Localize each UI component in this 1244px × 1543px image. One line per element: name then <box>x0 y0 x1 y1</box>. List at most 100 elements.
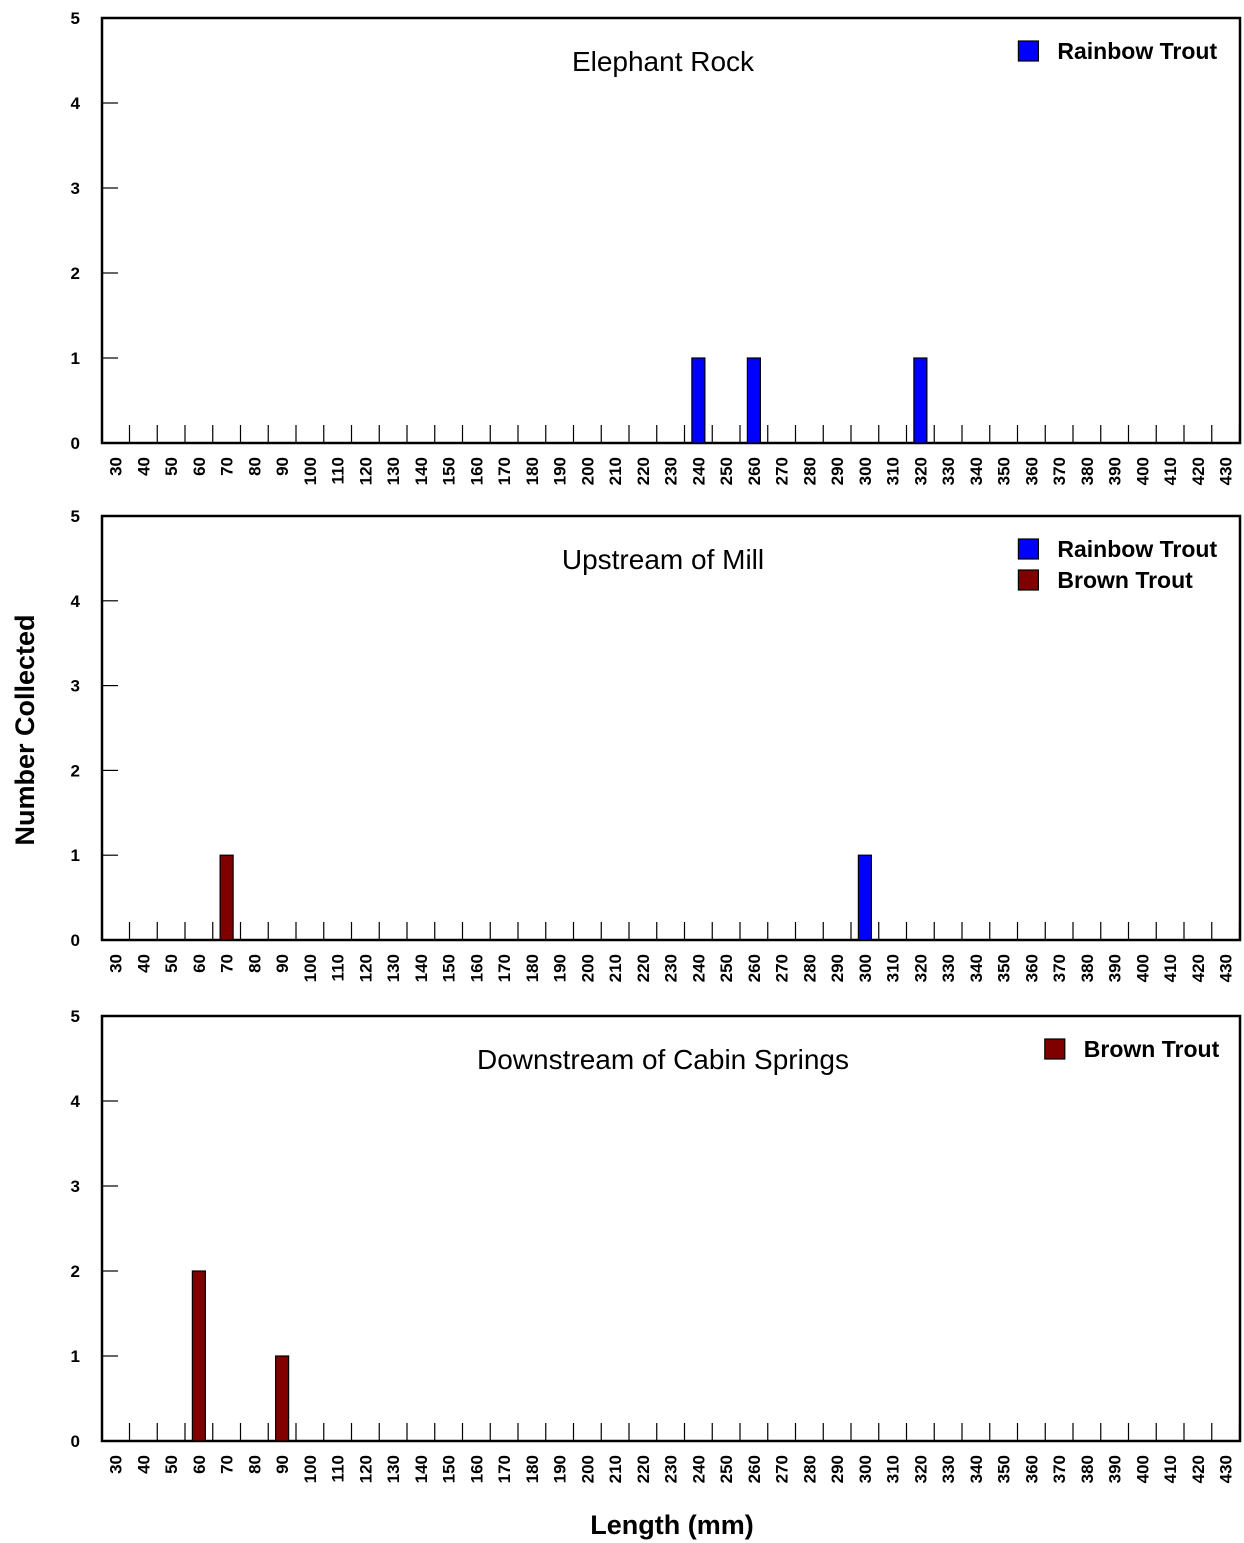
x-tick-label: 110 <box>329 1455 348 1482</box>
x-tick-label: 250 <box>717 954 736 982</box>
x-tick-label: 400 <box>1133 1455 1152 1483</box>
x-tick-label: 410 <box>1161 954 1180 982</box>
x-tick-label: 380 <box>1078 954 1097 982</box>
x-tick-label: 390 <box>1106 954 1125 982</box>
x-tick-label: 320 <box>911 457 930 485</box>
x-tick-label: 400 <box>1133 457 1152 485</box>
x-tick-label: 210 <box>606 457 625 485</box>
x-tick-label: 360 <box>1022 954 1041 982</box>
x-tick-label: 190 <box>551 1455 570 1483</box>
x-tick-label: 110 <box>329 954 348 981</box>
chart-panel: 0 1 2 3 4 5 30 40 50 60 70 80 90 100 110 120 130 140 150 16… <box>71 1007 1242 1483</box>
x-tick-label: 190 <box>551 954 570 982</box>
x-tick-label: 70 <box>218 1455 237 1474</box>
x-tick-label: 180 <box>523 1455 542 1483</box>
x-tick-label: 200 <box>578 1455 597 1483</box>
bar <box>857 854 872 941</box>
y-tick-label: 5 <box>71 1007 80 1026</box>
x-tick-label: 90 <box>273 457 292 476</box>
x-tick-label: 200 <box>578 457 597 485</box>
x-tick-label: 270 <box>773 1455 792 1483</box>
x-tick-label: 290 <box>828 457 847 485</box>
y-tick-label: 1 <box>71 846 80 865</box>
x-tick-label: 420 <box>1189 457 1208 485</box>
bar <box>746 357 761 444</box>
x-tick-label: 160 <box>467 1455 486 1483</box>
panel-title: Elephant Rock <box>572 46 755 77</box>
x-tick-label: 90 <box>273 1455 292 1474</box>
x-tick-label: 30 <box>107 1455 126 1474</box>
x-tick-label: 330 <box>939 457 958 485</box>
y-axis-title: Number Collected <box>10 614 40 845</box>
x-tick-label: 120 <box>356 1455 375 1483</box>
x-tick-label: 310 <box>884 457 903 485</box>
x-tick-label: 310 <box>884 1455 903 1483</box>
x-tick-label: 160 <box>467 457 486 485</box>
x-tick-label: 120 <box>356 954 375 982</box>
x-tick-label: 40 <box>134 954 153 973</box>
x-tick-label: 170 <box>495 954 514 982</box>
x-tick-label: 140 <box>412 1455 431 1483</box>
x-tick-label: 320 <box>911 954 930 982</box>
x-tick-label: 360 <box>1022 1455 1041 1483</box>
x-tick-label: 220 <box>634 1455 653 1483</box>
x-tick-label: 430 <box>1217 1455 1236 1483</box>
x-tick-label: 400 <box>1133 954 1152 982</box>
x-tick-label: 200 <box>578 954 597 982</box>
x-tick-label: 220 <box>634 457 653 485</box>
x-tick-label: 60 <box>190 457 209 476</box>
y-tick-label: 2 <box>71 264 80 283</box>
x-tick-label: 280 <box>800 1455 819 1483</box>
y-tick-label: 2 <box>71 1262 80 1281</box>
bar <box>219 854 234 941</box>
x-tick-label: 220 <box>634 954 653 982</box>
x-tick-label: 260 <box>745 954 764 982</box>
x-tick-label: 430 <box>1217 954 1236 982</box>
x-tick-label: 370 <box>1050 457 1069 485</box>
x-tick-label: 410 <box>1161 1455 1180 1483</box>
x-tick-label: 340 <box>967 954 986 982</box>
x-tick-label: 300 <box>856 954 875 982</box>
x-axis-title: Length (mm) <box>590 1510 753 1540</box>
x-tick-label: 50 <box>162 1455 181 1474</box>
y-tick-label: 0 <box>71 434 80 453</box>
bar <box>191 1270 206 1442</box>
x-tick-label: 380 <box>1078 1455 1097 1483</box>
chart-panel: 0 1 2 3 4 5 30 40 50 60 70 80 90 100 110 120 130 140 150 16… <box>71 507 1242 982</box>
x-tick-label: 230 <box>662 1455 681 1483</box>
x-tick-label: 60 <box>190 1455 209 1474</box>
chart-panel: 0 1 2 3 4 5 30 40 50 60 70 80 90 100 110 120 130 140 150 16… <box>71 9 1242 485</box>
x-tick-label: 40 <box>134 457 153 476</box>
x-tick-label: 240 <box>689 457 708 485</box>
x-tick-label: 140 <box>412 954 431 982</box>
bar <box>691 357 706 444</box>
x-tick-label: 430 <box>1217 457 1236 485</box>
x-tick-label: 50 <box>162 457 181 476</box>
bar <box>913 357 928 444</box>
x-tick-label: 330 <box>939 1455 958 1483</box>
x-tick-label: 270 <box>773 954 792 982</box>
x-tick-label: 390 <box>1106 1455 1125 1483</box>
y-tick-label: 3 <box>71 179 80 198</box>
x-tick-label: 350 <box>995 954 1014 982</box>
x-tick-label: 40 <box>134 1455 153 1474</box>
x-tick-label: 210 <box>606 1455 625 1483</box>
x-tick-label: 340 <box>967 1455 986 1483</box>
x-tick-label: 210 <box>606 954 625 982</box>
y-tick-label: 2 <box>71 761 80 780</box>
panel-title: Downstream of Cabin Springs <box>477 1044 849 1075</box>
x-tick-label: 250 <box>717 457 736 485</box>
x-tick-label: 180 <box>523 457 542 485</box>
x-tick-label: 80 <box>245 457 264 476</box>
x-tick-label: 250 <box>717 1455 736 1483</box>
panel-title: Upstream of Mill <box>562 544 764 575</box>
x-tick-label: 120 <box>356 457 375 485</box>
x-tick-label: 360 <box>1022 457 1041 485</box>
x-tick-label: 260 <box>745 457 764 485</box>
x-tick-label: 150 <box>440 457 459 485</box>
y-tick-label: 0 <box>71 931 80 950</box>
x-tick-label: 330 <box>939 954 958 982</box>
x-tick-label: 290 <box>828 1455 847 1483</box>
x-tick-label: 50 <box>162 954 181 973</box>
x-tick-label: 180 <box>523 954 542 982</box>
